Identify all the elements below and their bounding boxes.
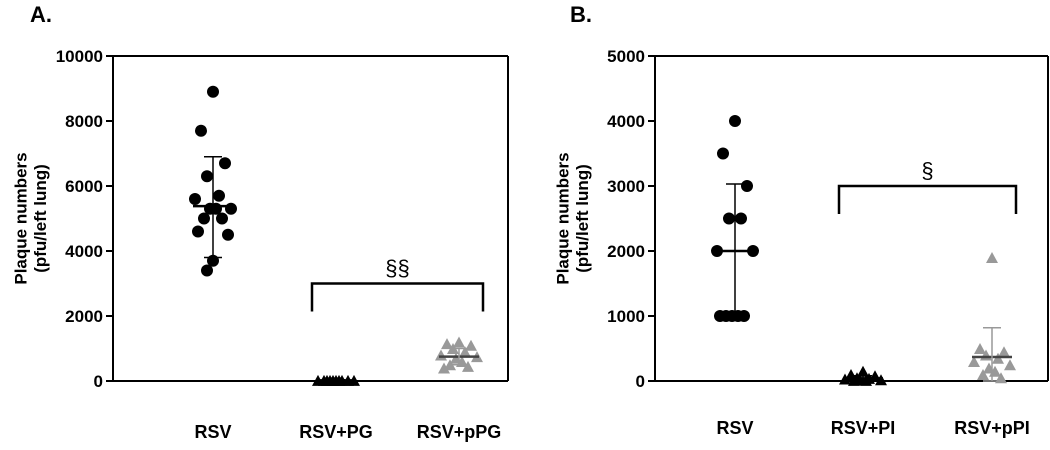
data-point <box>441 338 453 350</box>
data-point <box>201 170 213 183</box>
x-category-label: RSV+pPG <box>417 422 502 442</box>
data-point <box>213 189 225 202</box>
y-tick-label: 4000 <box>607 112 645 131</box>
data-point <box>723 212 735 225</box>
data-point <box>216 212 228 225</box>
y-tick-label: 3000 <box>607 177 645 196</box>
data-point <box>714 310 726 322</box>
data-point <box>225 202 237 215</box>
series-rsv <box>189 85 237 277</box>
y-tick-label: 0 <box>94 372 103 391</box>
chart-panel-1: A. Plaque numbers(pfu/left lung) 0 2000 4000… <box>11 2 509 442</box>
data-point <box>219 157 231 170</box>
data-point <box>189 193 201 205</box>
y-axis-label-line2: (pfu/left lung) <box>31 164 50 273</box>
x-category-label: RSV <box>716 418 753 438</box>
y-axis-label: Plaque numbers(pfu/left lung) <box>553 152 592 284</box>
data-point <box>438 362 450 374</box>
series-rsv-pg <box>312 374 360 386</box>
series-rsv <box>711 115 759 322</box>
data-point <box>741 180 753 192</box>
y-axis-label-line1: Plaque numbers <box>11 152 30 284</box>
y-tick-label: 5000 <box>607 47 645 66</box>
y-axis-label-line1: Plaque numbers <box>553 152 572 284</box>
y-tick-label: 6000 <box>65 177 103 196</box>
data-point <box>977 369 989 380</box>
x-category-label: RSV+PG <box>299 422 373 442</box>
y-tick-label: 2000 <box>65 307 103 326</box>
panel-label: B. <box>570 2 592 27</box>
data-point <box>729 115 741 127</box>
data-point <box>462 360 474 372</box>
data-point <box>435 349 447 361</box>
y-tick-label: 2000 <box>607 242 645 261</box>
data-point <box>974 343 986 354</box>
x-category-label: RSV+pPI <box>954 418 1030 438</box>
data-point <box>998 346 1010 358</box>
y-tick-label: 4000 <box>65 242 103 261</box>
data-point <box>195 124 207 137</box>
data-point <box>207 85 219 98</box>
data-point <box>992 352 1004 364</box>
data-point <box>222 228 234 241</box>
data-point <box>1004 359 1016 371</box>
y-tick-label: 10000 <box>56 47 103 66</box>
data-point <box>875 374 887 386</box>
data-point <box>453 336 465 348</box>
series-rsv-ppi <box>968 252 1016 384</box>
y-tick-label: 1000 <box>607 307 645 326</box>
y-tick-label: 0 <box>636 372 645 391</box>
y-axis-label: Plaque numbers(pfu/left lung) <box>11 152 50 284</box>
series-rsv-pi <box>839 365 887 386</box>
data-point <box>717 147 729 160</box>
significance-label: §§ <box>385 256 409 281</box>
x-category-label: RSV+PI <box>831 418 896 438</box>
data-point <box>968 356 980 367</box>
significance-label: § <box>921 158 933 183</box>
data-point <box>198 212 210 225</box>
chart-panel-2: B. Plaque numbers(pfu/left lung) 0 1000 2000… <box>553 2 1049 438</box>
data-point <box>192 225 204 238</box>
data-point <box>735 212 747 225</box>
y-axis-label-line2: (pfu/left lung) <box>573 164 592 273</box>
significance-bracket <box>310 282 485 312</box>
y-tick-label: 8000 <box>65 112 103 131</box>
data-point <box>986 252 998 263</box>
data-point <box>857 365 869 377</box>
data-point <box>201 264 213 277</box>
x-category-label: RSV <box>194 422 231 442</box>
series-rsv-ppg <box>435 336 483 374</box>
significance-bracket <box>837 184 1018 214</box>
panel-label: A. <box>30 2 52 27</box>
data-point <box>459 346 471 358</box>
